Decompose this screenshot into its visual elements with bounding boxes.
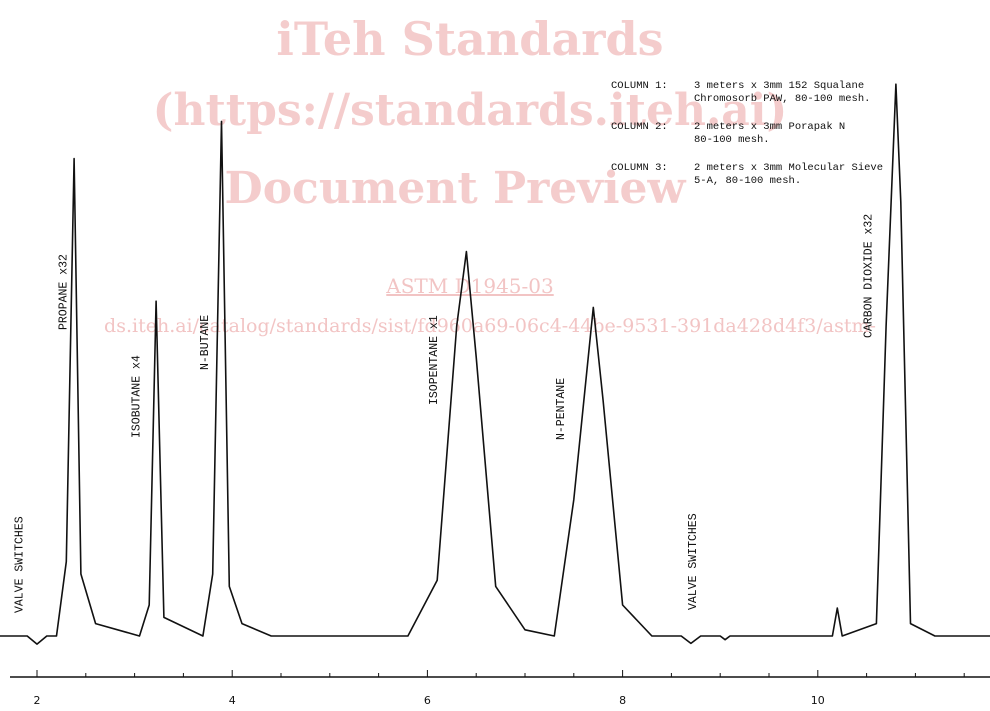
- tick-label: 10: [811, 694, 825, 707]
- peak-label: N-BUTANE: [199, 315, 212, 370]
- tick-label: 6: [424, 694, 431, 707]
- watermark-preview: Document Preview: [225, 163, 687, 214]
- peak-label: PROPANE x32: [57, 254, 70, 330]
- column-desc: 5-A, 80-100 mesh.: [694, 175, 801, 187]
- tick-label: 2: [34, 694, 41, 707]
- watermark-title: iTeh Standards: [276, 12, 663, 66]
- peak-label: VALVE SWITCHES: [687, 513, 700, 610]
- peak-labels: VALVE SWITCHES PROPANE x32 ISOBUTANE x4 N-B…: [13, 214, 875, 613]
- column-desc: 2 meters x 3mm Molecular Sieve: [694, 162, 883, 174]
- column-desc: Chromosorb PAW, 80-100 mesh.: [694, 93, 870, 105]
- watermark-catalog-link: ds.iteh.ai/catalog/standards/sist/fd960a…: [104, 315, 876, 337]
- trace-line: [0, 83, 990, 645]
- column-desc: 80-100 mesh.: [694, 134, 770, 146]
- peak-label: ISOBUTANE x4: [130, 355, 143, 438]
- column-head: COLUMN 3:: [611, 162, 668, 174]
- column-info-block: COLUMN 1: 3 meters x 3mm 152 SqualaneChro…: [611, 80, 883, 187]
- tick-label: 8: [619, 694, 626, 707]
- chromatogram-trace: [0, 83, 990, 645]
- peak-label: ISOPENTANE x1: [428, 315, 441, 405]
- column-head: COLUMN 1:: [611, 80, 668, 92]
- column-desc: 2 meters x 3mm Porapak N: [694, 121, 845, 133]
- column-head: COLUMN 2:: [611, 121, 668, 133]
- column-desc: 3 meters x 3mm 152 Squalane: [694, 80, 864, 92]
- peak-label: CARBON DIOXIDE x32: [862, 214, 875, 338]
- peak-label: VALVE SWITCHES: [13, 516, 26, 613]
- tick-label: 4: [229, 694, 236, 707]
- time-axis: 2468101214161820: [10, 670, 990, 707]
- watermark-url: (https://standards.iteh.ai): [153, 85, 788, 136]
- peak-label: N-PENTANE: [555, 378, 568, 440]
